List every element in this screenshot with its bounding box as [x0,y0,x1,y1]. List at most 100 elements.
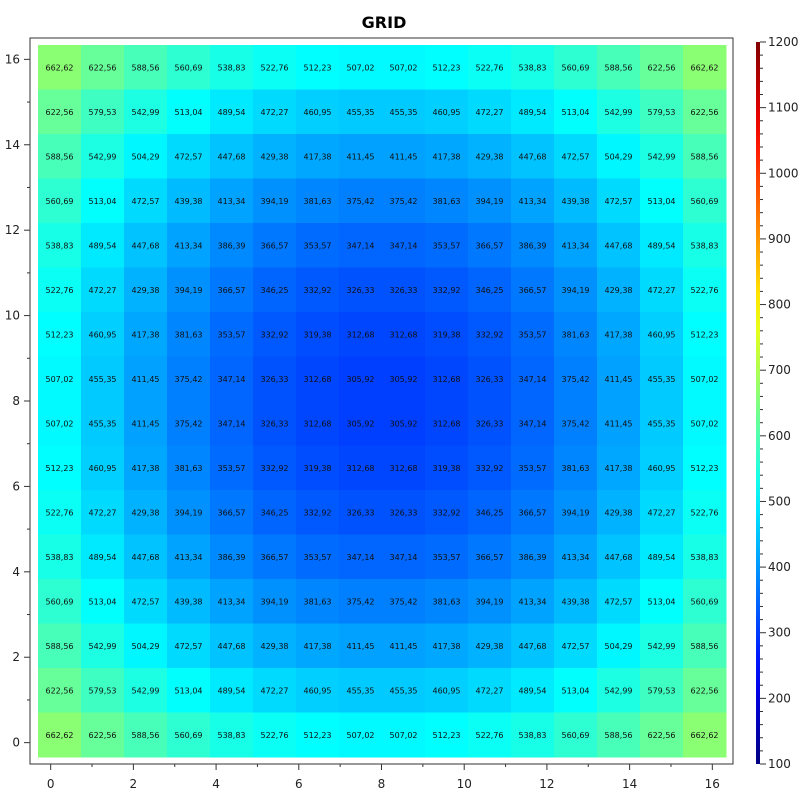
cell-value-label: 460,95 [89,464,117,473]
cell-value-label: 513,04 [89,197,117,206]
cell-value-label: 472,57 [132,197,160,206]
heatmap-cell [554,623,598,669]
heatmap-cell [38,312,82,357]
cell-value-label: 622,56 [46,686,74,695]
cell-value-label: 429,38 [132,508,160,517]
cell-value-label: 489,54 [648,553,676,562]
cell-value-label: 332,92 [433,508,461,517]
x-axis: 0 2 4 6 8 10 12 14 16 [47,764,720,791]
heatmap-cell [425,623,469,669]
cell-value-label: 429,38 [476,642,504,651]
heatmap-cell [167,134,211,179]
cell-value-label: 455,35 [347,686,375,695]
x-tick-label: 14 [622,777,637,791]
heatmap-cell [511,445,555,491]
cell-value-label: 347,14 [519,419,547,428]
heatmap-cell [683,267,727,313]
heatmap-cell [296,45,340,90]
cell-value-label: 622,56 [691,686,719,695]
heatmap-cell [597,178,641,224]
cell-value-label: 394,19 [175,508,203,517]
cell-value-label: 332,92 [433,286,461,295]
cell-value-label: 332,92 [304,286,332,295]
heatmap-cell [382,178,426,224]
cell-value-label: 622,56 [89,63,117,72]
cell-value-label: 366,57 [218,508,246,517]
cell-value-label: 622,56 [648,731,676,740]
colorbar-tick-label: 100 [768,757,791,771]
heatmap-cell [683,490,727,535]
heatmap-cell [554,579,598,624]
heatmap-cell [210,223,254,268]
cell-value-label: 512,23 [691,330,719,339]
cell-value-label: 455,35 [390,686,418,695]
cell-value-label: 439,38 [175,597,203,606]
heatmap-cell [339,134,383,179]
heatmap-cell [554,490,598,535]
heatmap-cell [597,356,641,402]
cell-value-label: 366,57 [261,553,289,562]
cell-value-label: 507,02 [390,731,418,740]
cell-value-label: 460,95 [433,108,461,117]
cell-value-label: 522,76 [261,731,289,740]
cell-value-label: 386,39 [218,553,246,562]
heatmap-cell [38,178,82,224]
cell-value-label: 312,68 [390,464,418,473]
heatmap-cell [124,45,168,90]
cell-value-label: 381,63 [433,197,461,206]
heatmap-cell [210,490,254,535]
cell-value-label: 512,23 [433,731,461,740]
cell-value-label: 622,56 [648,63,676,72]
heatmap-cell [124,312,168,357]
cell-value-label: 413,34 [562,241,590,250]
cell-value-label: 347,14 [390,241,418,250]
heatmap-cell [683,579,727,624]
cell-value-label: 489,54 [648,241,676,250]
heatmap-cell [425,534,469,580]
cell-value-label: 312,68 [433,375,461,384]
cell-value-label: 366,57 [261,241,289,250]
heatmap-cell [167,534,211,580]
heatmap-cell [597,223,641,268]
cell-value-label: 326,33 [261,419,289,428]
cell-value-label: 347,14 [390,553,418,562]
heatmap-cell [554,312,598,357]
heatmap-cell [124,89,168,135]
heatmap-cell [468,534,512,580]
heatmap-cell [81,267,125,313]
cell-value-label: 439,38 [562,197,590,206]
cell-value-label: 542,99 [648,152,676,161]
heatmap-cell [425,223,469,268]
heatmap-cell [640,267,684,313]
heatmap-cell [597,45,641,90]
cell-value-label: 447,68 [605,553,633,562]
heatmap-cell [554,267,598,313]
colorbar-tick-label: 800 [768,298,791,312]
y-tick-label: 14 [5,138,20,152]
heatmap-cell [210,134,254,179]
cell-value-label: 504,29 [132,642,160,651]
cell-value-label: 507,02 [691,375,719,384]
heatmap-cell [511,668,555,713]
cell-value-label: 332,92 [476,330,504,339]
heatmap-cell [640,223,684,268]
heatmap-cell [425,134,469,179]
cell-value-label: 353,57 [433,241,461,250]
cell-value-label: 455,35 [347,108,375,117]
cell-value-label: 326,33 [347,508,375,517]
heatmap-cell [124,623,168,669]
cell-value-label: 512,23 [304,731,332,740]
cell-value-label: 489,54 [89,553,117,562]
cell-value-label: 560,69 [691,197,719,206]
cell-value-label: 366,57 [519,286,547,295]
cell-value-label: 375,42 [390,197,418,206]
heatmap-cell [597,312,641,357]
cell-value-label: 417,38 [433,642,461,651]
heatmap-cell [339,623,383,669]
heatmap-cell [339,356,383,402]
cell-value-label: 472,27 [648,508,676,517]
heatmap-cell [597,401,641,446]
heatmap-cell [640,312,684,357]
heatmap-cell [81,534,125,580]
heatmap-cell [253,534,297,580]
